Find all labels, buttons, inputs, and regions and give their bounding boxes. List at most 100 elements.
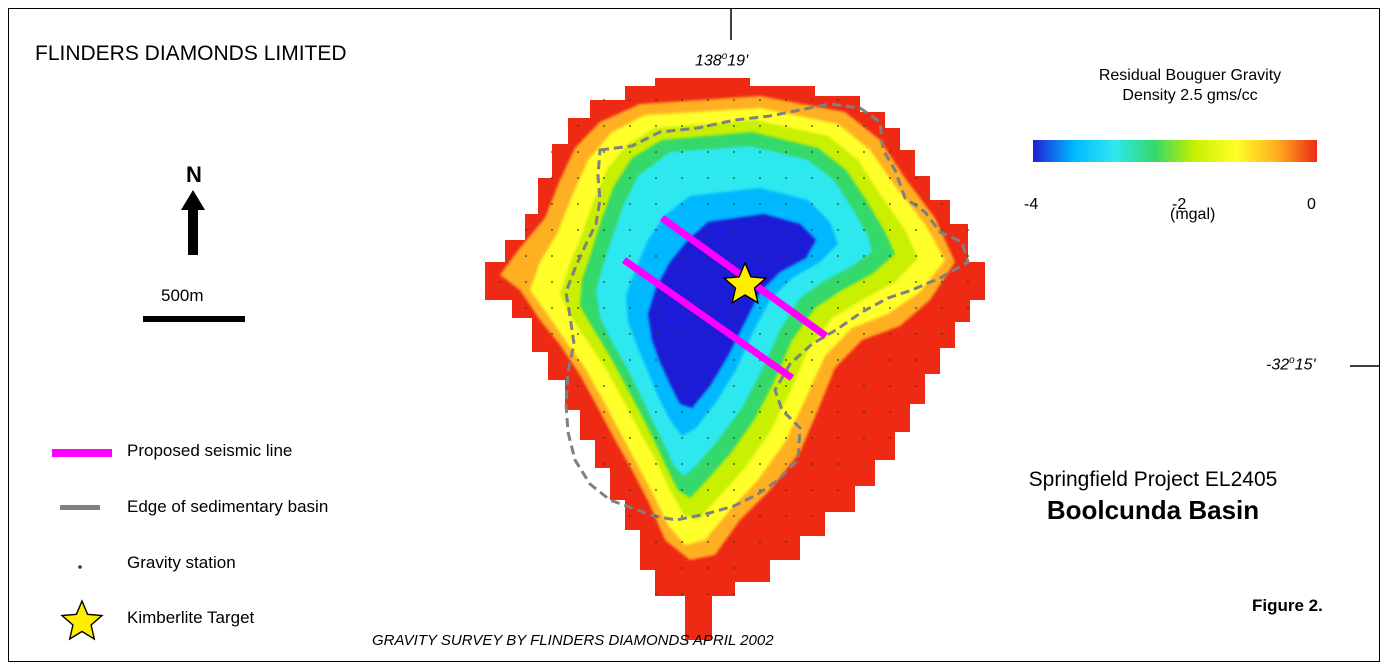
gravity-station-dot [655, 385, 657, 387]
gravity-station-dot [785, 359, 787, 361]
gravity-station-dot [785, 125, 787, 127]
gravity-station-dot [759, 255, 761, 257]
gravity-station-dot [603, 203, 605, 205]
gravity-station-dot [707, 437, 709, 439]
gravity-station-dot [837, 463, 839, 465]
gravity-station-dot [863, 281, 865, 283]
gravity-station-dot [551, 255, 553, 257]
gravity-station-dot [577, 177, 579, 179]
gravity-station-dot [759, 151, 761, 153]
gravity-station-dot [915, 359, 917, 361]
gravity-station-dot [707, 567, 709, 569]
latitude-label: -32o15' [1266, 355, 1316, 374]
gravity-station-dot [837, 281, 839, 283]
legend-station-dot [78, 565, 82, 569]
longitude-minutes: 19' [727, 52, 749, 70]
colorbar-units: (mgal) [1170, 206, 1216, 223]
legend-seismic-swatch [52, 449, 112, 457]
gravity-station-dot [759, 203, 761, 205]
gravity-station-dot [863, 463, 865, 465]
gravity-station-dot [707, 333, 709, 335]
gravity-station-dot [603, 281, 605, 283]
gravity-station-dot [941, 307, 943, 309]
gravity-station-dot [915, 385, 917, 387]
gravity-station-dot [655, 593, 657, 595]
gravity-station-dot [577, 125, 579, 127]
degree-symbol: o [721, 51, 728, 62]
gravity-station-dot [811, 463, 813, 465]
gravity-title-line1: Residual Bouguer Gravity [1098, 67, 1282, 84]
gravity-station-dot [577, 203, 579, 205]
gravity-station-dot [551, 151, 553, 153]
gravity-station-dot [551, 203, 553, 205]
legend-star-icon [60, 599, 104, 641]
gravity-station-dot [707, 385, 709, 387]
gravity-station-dot [863, 411, 865, 413]
gravity-station-dot [915, 255, 917, 257]
gravity-station-dot [681, 385, 683, 387]
legend-station-label: Gravity station [127, 553, 236, 572]
basin-edge-line [564, 102, 970, 522]
gravity-station-dot [603, 437, 605, 439]
gravity-station-dot [629, 489, 631, 491]
gravity-station-dot [707, 411, 709, 413]
gravity-station-dot [889, 437, 891, 439]
gravity-station-dot [577, 151, 579, 153]
gravity-station-dot [811, 125, 813, 127]
gravity-station-dot [629, 255, 631, 257]
gravity-station-dot [733, 411, 735, 413]
gravity-station-dot [785, 229, 787, 231]
gravity-station-dot [655, 411, 657, 413]
gravity-station-dot [811, 307, 813, 309]
gravity-station-dot [655, 229, 657, 231]
gravity-station-dot [655, 177, 657, 179]
gravity-station-dot [655, 307, 657, 309]
gravity-station-dot [577, 333, 579, 335]
gravity-station-dot [759, 463, 761, 465]
gravity-station-dot [941, 229, 943, 231]
gravity-station-dot [681, 177, 683, 179]
gravity-station-dot [863, 203, 865, 205]
gravity-station-dot [785, 333, 787, 335]
gravity-station-dot [655, 203, 657, 205]
gravity-station-dot [837, 99, 839, 101]
gravity-station-dot [785, 489, 787, 491]
gravity-station-dot [863, 437, 865, 439]
gravity-station-dot [681, 359, 683, 361]
gravity-station-dot [707, 151, 709, 153]
gravity-station-dot [629, 411, 631, 413]
gravity-station-dot [629, 359, 631, 361]
gravity-station-dot [785, 385, 787, 387]
gravity-station-dot [889, 333, 891, 335]
project-subtitle: Springfield Project EL2405 [1028, 468, 1278, 491]
gravity-station-dot [603, 307, 605, 309]
gravity-station-dot [629, 307, 631, 309]
legend-basin-edge-swatch [60, 505, 100, 510]
gravity-station-dot [551, 333, 553, 335]
gravity-station-dot [707, 593, 709, 595]
gravity-colorbar [1033, 140, 1317, 162]
gravity-station-dot [863, 177, 865, 179]
gravity-station-dot [889, 151, 891, 153]
gravity-station-dot [629, 281, 631, 283]
gravity-station-dot [603, 229, 605, 231]
gravity-station-dot [629, 437, 631, 439]
gravity-station-dot [629, 385, 631, 387]
gravity-station-dot [837, 203, 839, 205]
project-title: Boolcunda Basin [1046, 495, 1260, 525]
gravity-station-dot [837, 359, 839, 361]
gravity-station-dot [681, 307, 683, 309]
gravity-station-dot [629, 333, 631, 335]
gravity-station-dot [941, 333, 943, 335]
gravity-station-dot [681, 151, 683, 153]
gravity-station-dot [655, 463, 657, 465]
gravity-station-dot [811, 229, 813, 231]
gravity-station-dot [811, 281, 813, 283]
gravity-station-dot [655, 489, 657, 491]
gravity-station-dot [837, 255, 839, 257]
gravity-station-dot [889, 203, 891, 205]
gravity-station-dot [681, 281, 683, 283]
gravity-station-dot [707, 463, 709, 465]
gravity-station-dot [681, 203, 683, 205]
gravity-station-dot [629, 515, 631, 517]
